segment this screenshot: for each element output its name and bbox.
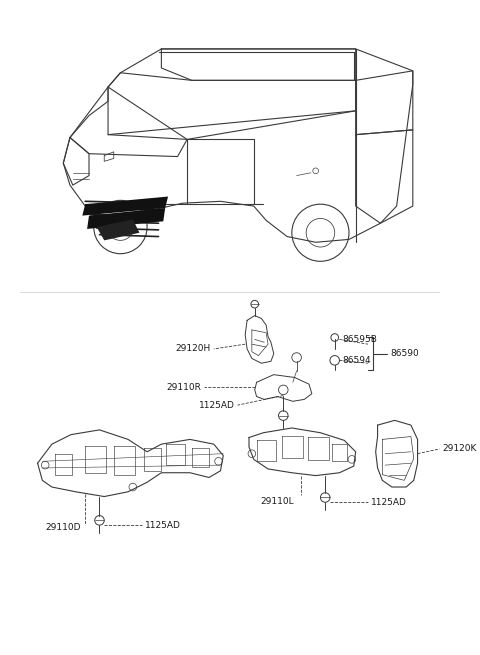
Polygon shape (87, 208, 165, 229)
Text: 1125AD: 1125AD (145, 521, 181, 530)
Text: 29110D: 29110D (45, 523, 81, 531)
Text: 1125AD: 1125AD (371, 498, 407, 507)
Polygon shape (83, 196, 168, 215)
Text: 1125AD: 1125AD (199, 401, 235, 409)
Text: 29120H: 29120H (176, 345, 211, 354)
Text: 86594: 86594 (342, 356, 371, 365)
Text: 29110L: 29110L (260, 496, 294, 506)
Text: 86590: 86590 (390, 349, 419, 358)
Text: 29120K: 29120K (443, 445, 477, 453)
Text: 29110R: 29110R (167, 383, 202, 392)
Text: 86595B: 86595B (342, 335, 377, 344)
Polygon shape (96, 219, 140, 240)
